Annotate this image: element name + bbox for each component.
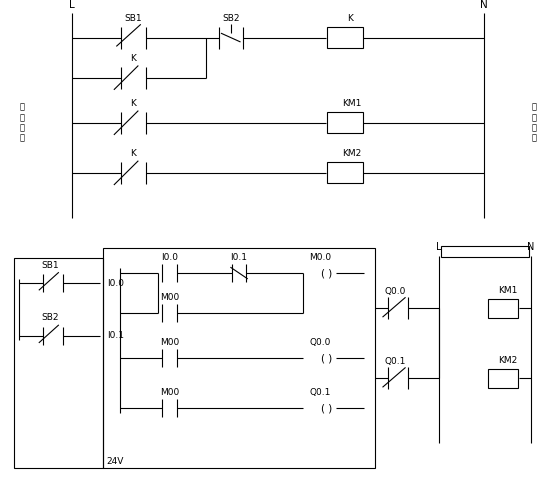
Text: ( ): ( ) bbox=[321, 403, 332, 413]
Text: K: K bbox=[131, 149, 136, 158]
Text: K: K bbox=[131, 54, 136, 63]
Text: M00: M00 bbox=[160, 388, 179, 397]
Bar bbox=[327, 112, 363, 133]
Bar bbox=[327, 27, 363, 48]
Text: L: L bbox=[436, 241, 442, 252]
Text: I0.1: I0.1 bbox=[231, 253, 247, 262]
Text: M00: M00 bbox=[160, 338, 179, 347]
Text: Q0.0: Q0.0 bbox=[384, 287, 405, 296]
Text: ( ): ( ) bbox=[321, 353, 332, 363]
Bar bbox=[327, 162, 363, 183]
Text: K: K bbox=[131, 99, 136, 108]
Text: SB1: SB1 bbox=[41, 261, 59, 270]
Text: I0.0: I0.0 bbox=[161, 253, 178, 262]
Bar bbox=[488, 369, 519, 388]
Text: KM2: KM2 bbox=[498, 356, 517, 365]
Text: I0.1: I0.1 bbox=[107, 331, 125, 340]
Text: KM1: KM1 bbox=[498, 286, 517, 295]
Text: 电
源
母
线: 电 源 母 线 bbox=[532, 103, 536, 143]
Text: KM2: KM2 bbox=[342, 149, 361, 158]
Bar bbox=[14, 258, 103, 468]
Text: Q0.1: Q0.1 bbox=[309, 388, 330, 397]
Text: SB1: SB1 bbox=[125, 14, 142, 23]
Text: N: N bbox=[527, 241, 535, 252]
Text: Q0.0: Q0.0 bbox=[309, 338, 330, 347]
Text: KM1: KM1 bbox=[342, 99, 361, 108]
Text: 24V: 24V bbox=[107, 457, 124, 466]
Text: 电
源
母
线: 电 源 母 线 bbox=[20, 103, 24, 143]
Bar bbox=[103, 248, 375, 468]
Text: Q0.1: Q0.1 bbox=[384, 357, 405, 366]
Text: ( ): ( ) bbox=[321, 268, 332, 278]
Text: M0.0: M0.0 bbox=[309, 253, 331, 262]
Text: L: L bbox=[70, 0, 75, 10]
Text: N: N bbox=[480, 0, 488, 10]
Text: I0.0: I0.0 bbox=[107, 279, 125, 288]
Text: SB2: SB2 bbox=[222, 14, 240, 23]
Text: SB2: SB2 bbox=[41, 313, 59, 322]
Bar bbox=[488, 299, 519, 318]
Bar bbox=[441, 246, 529, 257]
Text: M00: M00 bbox=[160, 293, 179, 302]
Text: K: K bbox=[348, 14, 353, 23]
